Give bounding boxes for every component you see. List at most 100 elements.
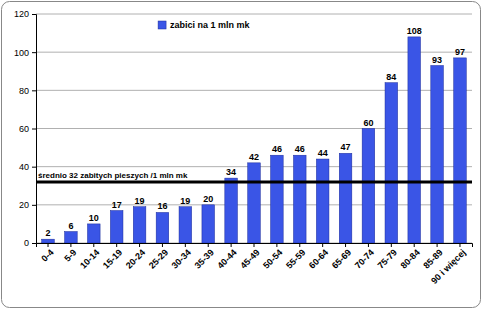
y-tick-mark xyxy=(32,129,36,130)
x-tick-label: 35-39 xyxy=(193,247,216,270)
data-label: 47 xyxy=(341,142,351,152)
x-axis-line xyxy=(37,244,473,248)
data-label: 46 xyxy=(295,144,305,154)
x-tick: 70-74 xyxy=(353,243,376,271)
bar xyxy=(316,159,329,243)
data-label: 34 xyxy=(226,167,236,177)
legend-item: zabici na 1 mln mk xyxy=(158,20,251,30)
y-tick: 80 xyxy=(19,86,36,96)
y-tick-label: 60 xyxy=(19,124,29,134)
data-label: 84 xyxy=(386,72,396,82)
marks xyxy=(36,37,472,243)
y-tick-label: 20 xyxy=(19,200,29,210)
average-line xyxy=(36,180,472,183)
y-tick-mark xyxy=(32,14,36,15)
x-tick-mark xyxy=(231,243,232,247)
legend-swatch xyxy=(158,21,166,29)
x-tick: 25-29 xyxy=(147,243,170,271)
data-label: 44 xyxy=(318,148,328,158)
grid-line xyxy=(36,128,472,129)
x-tick: 55-59 xyxy=(284,243,307,271)
bar xyxy=(431,66,444,243)
grid-line xyxy=(36,52,472,53)
x-tick: 50-54 xyxy=(261,243,284,271)
x-tick-mark xyxy=(345,243,346,247)
data-label: 108 xyxy=(407,26,422,36)
x-tick-label: 60-64 xyxy=(307,247,330,270)
x-tick-label: 5-9 xyxy=(62,247,78,263)
grid-line xyxy=(36,90,472,91)
x-tick: 80-84 xyxy=(398,243,421,271)
x-tick-label: 25-29 xyxy=(147,247,170,270)
y-tick-mark xyxy=(32,243,36,244)
x-tick-mark xyxy=(48,243,49,247)
bar xyxy=(65,232,78,243)
chart-svg: średnio 32 zabitych pieszych /1 mln mk 2 6… xyxy=(0,0,482,309)
grid-line xyxy=(36,14,472,15)
plot: średnio 32 zabitych pieszych /1 mln mk 2 6… xyxy=(14,9,473,286)
x-tick-label: 30-34 xyxy=(170,247,193,270)
y-axis-line xyxy=(32,15,37,244)
bar xyxy=(454,58,467,243)
x-tick-label: 0-4 xyxy=(39,247,55,263)
x-tick-mark xyxy=(208,243,209,247)
y-tick-mark xyxy=(32,52,36,53)
data-label: 20 xyxy=(203,194,213,204)
x-tick: 45-49 xyxy=(238,243,261,271)
x-tick-label: 70-74 xyxy=(353,247,376,270)
x-tick-mark xyxy=(162,243,163,247)
x-tick-label: 45-49 xyxy=(238,247,261,270)
grid xyxy=(36,14,472,243)
y-tick: 60 xyxy=(19,124,36,134)
bar xyxy=(133,207,146,243)
bar xyxy=(225,178,238,243)
bar xyxy=(339,153,352,243)
x-axis: 0-4 5-910-1415-1920-2425-2930-3435-3940-4… xyxy=(37,243,473,286)
x-tick-label: 55-59 xyxy=(284,247,307,270)
x-tick: 10-14 xyxy=(78,243,101,271)
data-label: 42 xyxy=(249,152,259,162)
x-tick-label: 20-24 xyxy=(124,247,147,270)
bar xyxy=(293,155,306,243)
y-tick: 0 xyxy=(24,238,36,248)
y-tick: 40 xyxy=(19,162,36,172)
x-tick-mark xyxy=(185,243,186,247)
x-tick-mark xyxy=(93,243,94,247)
x-tick: 5-9 xyxy=(62,243,78,264)
x-tick-mark xyxy=(299,243,300,247)
data-label: 19 xyxy=(180,196,190,206)
data-label: 97 xyxy=(455,47,465,57)
x-tick: 75-79 xyxy=(376,243,399,271)
bar xyxy=(179,207,192,243)
data-label: 93 xyxy=(432,55,442,65)
x-tick-mark xyxy=(437,243,438,247)
x-tick: 0-4 xyxy=(39,243,55,264)
bar xyxy=(408,37,421,243)
y-tick-mark xyxy=(32,90,36,91)
x-tick-label: 10-14 xyxy=(78,247,101,270)
y-tick-label: 120 xyxy=(14,9,29,19)
x-tick: 15-19 xyxy=(101,243,124,271)
y-tick: 120 xyxy=(14,9,36,19)
bar xyxy=(248,163,261,243)
x-tick-mark xyxy=(254,243,255,247)
data-label: 17 xyxy=(112,200,122,210)
x-tick-mark xyxy=(391,243,392,247)
chart-container: średnio 32 zabitych pieszych /1 mln mk 2 6… xyxy=(0,0,482,309)
bar xyxy=(87,224,100,243)
bar xyxy=(271,155,284,243)
x-tick-label: 50-54 xyxy=(261,247,284,270)
y-tick: 20 xyxy=(19,200,36,210)
x-tick-label: 40-44 xyxy=(215,247,238,270)
annotation-label: średnio 32 zabitych pieszych /1 mln mk xyxy=(38,171,188,180)
data-label: 10 xyxy=(89,213,99,223)
y-axis: 020406080100120 xyxy=(14,9,37,248)
x-tick: 90 i więcej xyxy=(429,243,468,286)
x-tick: 40-44 xyxy=(215,243,238,271)
y-tick-label: 0 xyxy=(24,238,29,248)
x-tick-mark xyxy=(276,243,277,247)
x-tick-mark xyxy=(459,243,460,247)
data-label: 2 xyxy=(46,228,51,238)
bar xyxy=(202,205,215,243)
data-label: 16 xyxy=(157,201,167,211)
